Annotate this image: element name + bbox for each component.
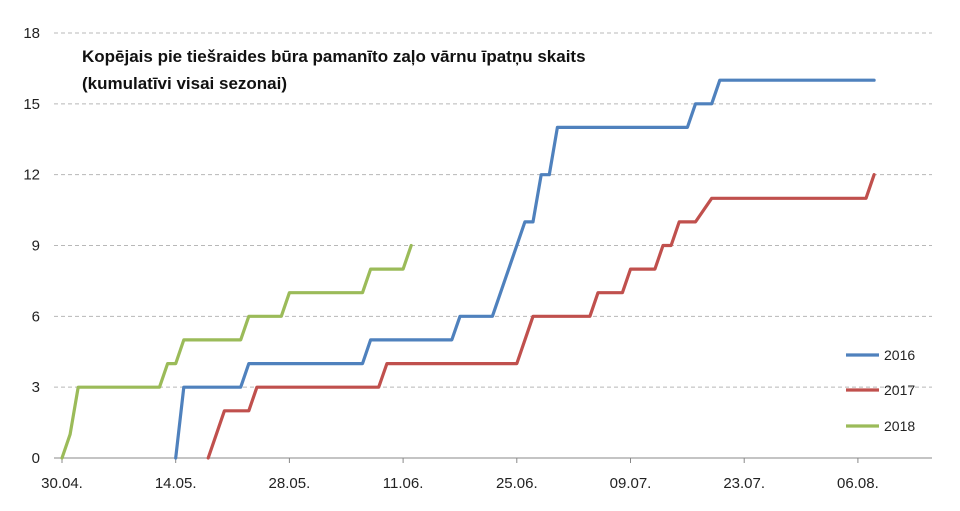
- series-line-2017: [206, 173, 876, 460]
- legend-label-2018: 2018: [884, 418, 915, 434]
- y-tick-label: 3: [32, 379, 40, 396]
- x-axis-ticks: 30.04. 14.05. 28.05. 11.06. 25.06. 09.07. 23.0…: [41, 458, 879, 492]
- x-tick-label: 14.05.: [155, 475, 197, 492]
- y-tick-label: 15: [23, 96, 40, 113]
- x-tick-label: 06.08.: [837, 475, 879, 492]
- y-tick-label: 12: [23, 167, 40, 184]
- x-tick-label: 25.06.: [496, 475, 538, 492]
- legend-label-2017: 2017: [884, 382, 915, 398]
- y-tick-label: 6: [32, 308, 40, 325]
- chart-title-line-2: (kumulatīvi visai sezonai): [82, 74, 287, 93]
- series-line-2018: [60, 243, 413, 460]
- x-tick-label: 09.07.: [610, 475, 652, 492]
- series-lines: [60, 78, 876, 460]
- y-tick-label: 0: [32, 450, 40, 467]
- x-tick-label: 30.04.: [41, 475, 83, 492]
- gridlines: [54, 32, 932, 388]
- legend: 2016 2017 2018: [846, 347, 915, 434]
- y-tick-label: 18: [23, 25, 40, 42]
- legend-label-2016: 2016: [884, 347, 915, 363]
- series-line-2016: [174, 78, 876, 460]
- x-tick-label: 28.05.: [269, 475, 311, 492]
- x-tick-label: 11.06.: [383, 475, 424, 492]
- x-tick-label: 23.07.: [723, 475, 765, 492]
- y-axis-ticks: 0 3 6 9 12 15 18: [23, 25, 40, 467]
- chart-title-line-1: Kopējais pie tiešraides būra pamanīto za…: [82, 47, 586, 66]
- y-tick-label: 9: [32, 238, 40, 255]
